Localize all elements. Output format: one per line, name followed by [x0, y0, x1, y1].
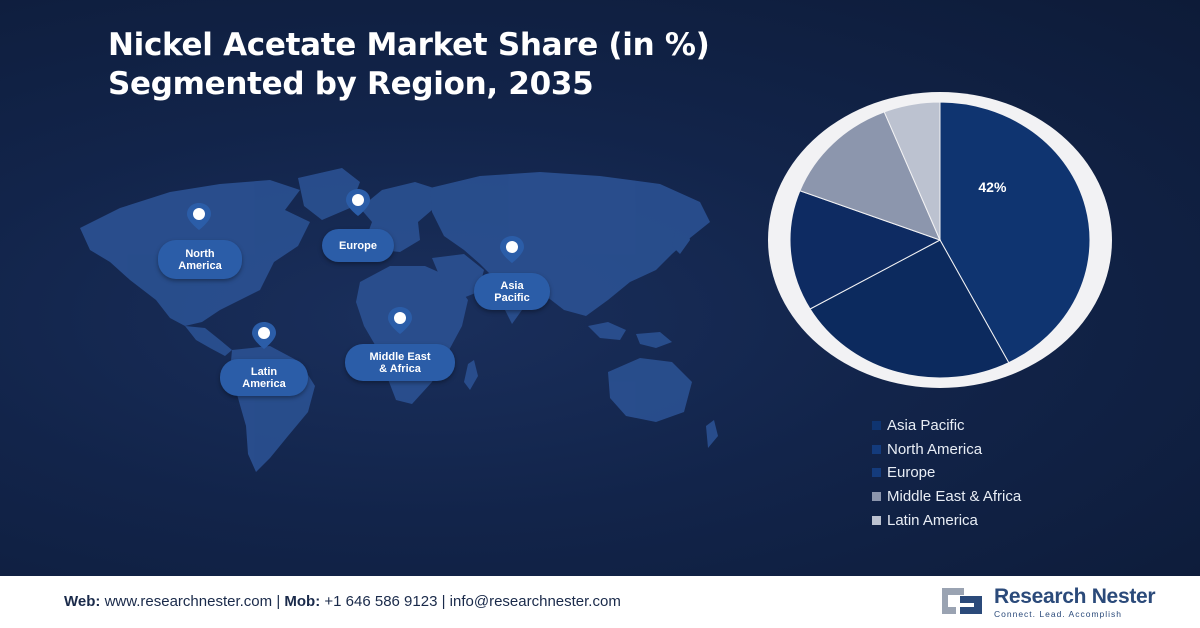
legend-item: Asia Pacific [872, 414, 1021, 438]
map-pin-icon [500, 236, 524, 263]
region-label-latin-america: Latin America [220, 359, 308, 396]
legend-item: Middle East & Africa [872, 485, 1021, 509]
research-nester-logo: Research Nester Connect. Lead. Accomplis… [936, 584, 1156, 620]
pie-slice-europe [789, 190, 942, 310]
legend-label: Latin America [887, 511, 978, 529]
logo-name: Research Nester [994, 585, 1156, 608]
title-line-1: Nickel Acetate Market Share (in %) [108, 27, 710, 63]
separator: | [276, 593, 281, 610]
legend-swatch [872, 468, 881, 478]
pie-chart: 42% [768, 92, 1112, 388]
separator: | [441, 593, 446, 610]
phone-number: +1 646 586 9123 [324, 593, 438, 610]
legend-swatch [872, 421, 881, 431]
pie-slice-asia-pacific [939, 101, 1091, 364]
region-label-asia-pacific: Asia Pacific [474, 273, 550, 310]
chart-legend: Asia Pacific North America Europe Middle Ea… [872, 414, 1021, 532]
legend-swatch [872, 492, 881, 502]
pie-data-label: 42% [978, 179, 1007, 195]
legend-label: Asia Pacific [887, 417, 965, 435]
legend-label: North America [887, 440, 983, 458]
contact-info: Web: www.researchnester.com | Mob: +1 64… [64, 593, 621, 610]
logo-icon [942, 588, 982, 614]
map-pin-icon [388, 307, 412, 334]
title-line-2: Segmented by Region, 2035 [108, 66, 594, 102]
footer: Web: www.researchnester.com | Mob: +1 64… [0, 576, 1200, 628]
legend-label: Middle East & Africa [887, 488, 1022, 506]
web-link[interactable]: www.researchnester.com [104, 593, 273, 610]
region-label-europe: Europe [322, 229, 394, 262]
legend-item: Latin America [872, 508, 1021, 532]
region-label-north-america: North America [158, 240, 242, 279]
map-pin-icon [346, 189, 370, 216]
mob-label: Mob: [284, 593, 321, 610]
logo-tagline: Connect. Lead. Accomplish [994, 609, 1123, 619]
infographic-canvas: Nickel Acetate Market Share (in %) Segme… [0, 0, 1200, 576]
pie-slice-middle-east-africa [799, 111, 941, 241]
map-pin-icon [187, 203, 211, 230]
legend-swatch [872, 444, 881, 454]
email-link[interactable]: info@researchnester.com [449, 593, 621, 610]
web-label: Web: [64, 593, 101, 610]
pie-slice-north-america [809, 239, 1010, 379]
map-pin-icon [252, 322, 276, 349]
legend-swatch [872, 515, 881, 525]
chart-title: Nickel Acetate Market Share (in %) Segme… [108, 26, 710, 104]
region-label-middle-east-africa: Middle East & Africa [345, 344, 455, 381]
legend-label: Europe [887, 464, 936, 482]
legend-item: North America [872, 438, 1021, 462]
legend-item: Europe [872, 461, 1021, 485]
pie-slice-latin-america [883, 101, 941, 241]
